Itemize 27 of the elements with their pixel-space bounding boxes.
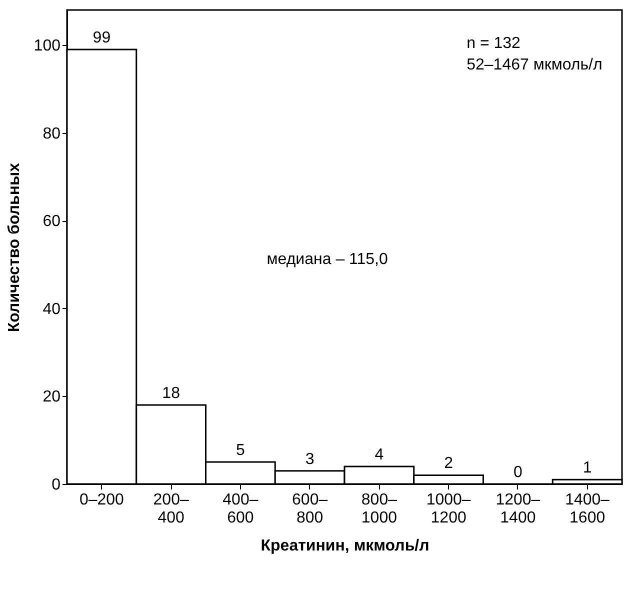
y-tick-label: 80 <box>42 125 61 142</box>
data-label: 5 <box>236 442 245 460</box>
annotation: 52–1467 мкмоль/л <box>466 56 602 74</box>
data-label: 4 <box>374 446 384 464</box>
x-tick-label: 600–800 <box>292 492 328 526</box>
data-label: 2 <box>444 455 454 472</box>
x-tick-label: 1400–1600 <box>565 492 610 526</box>
y-tick-label: 20 <box>42 388 61 406</box>
data-label: 99 <box>92 30 111 46</box>
x-axis-title: Креатинин, мкмоль/л <box>260 538 430 554</box>
data-label: 3 <box>305 450 314 468</box>
y-axis-title: Количество больных <box>6 162 23 332</box>
x-tick-label: 0–200 <box>79 492 124 508</box>
data-label: 0 <box>513 464 522 481</box>
x-tick-label: 200–400 <box>153 492 189 526</box>
annotation: n = 132 <box>466 35 521 52</box>
data-label: 1 <box>582 460 592 477</box>
y-tick-label: 0 <box>52 476 61 494</box>
x-tick-label: 800–1000 <box>361 492 398 526</box>
y-tick-label: 40 <box>42 300 61 318</box>
x-tick-label: 400–600 <box>222 492 258 526</box>
y-tick-label: 100 <box>34 38 61 55</box>
y-tick-label: 60 <box>42 213 61 230</box>
x-tick-label: 1000–1200 <box>426 492 471 526</box>
x-tick-label: 1200–1400 <box>496 492 540 526</box>
data-label: 18 <box>162 385 180 402</box>
annotation: медиана – 115,0 <box>266 250 388 268</box>
